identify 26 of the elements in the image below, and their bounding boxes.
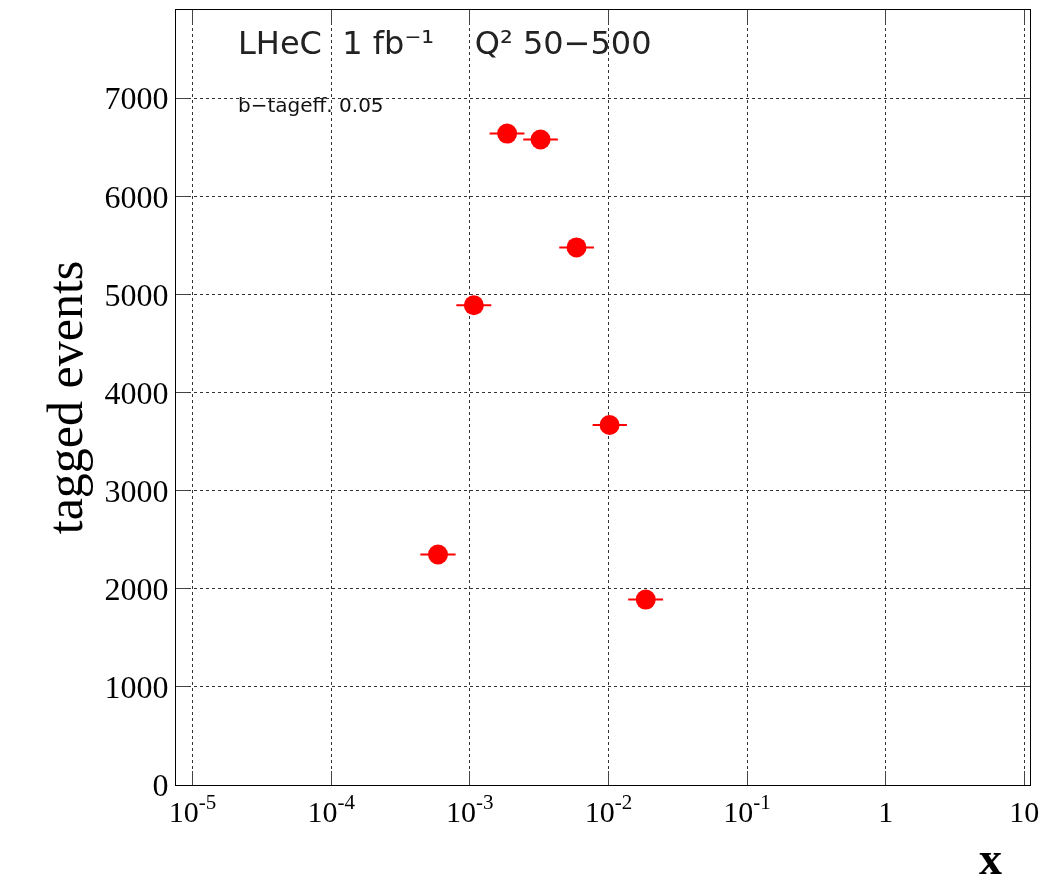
y-tick-label: 3000 — [104, 472, 169, 509]
y-tick-label: 2000 — [104, 571, 169, 607]
x-tick-label: 10$^{-3}$ — [446, 790, 494, 828]
x-tick-label: 10$^{-4}$ — [307, 790, 356, 828]
x-tick-label: 10 — [1009, 795, 1040, 828]
annotation: b−tageff. 0.05 — [238, 93, 384, 117]
point — [566, 237, 587, 258]
point — [599, 414, 620, 435]
point — [428, 544, 448, 565]
x-axis-title: x — [979, 833, 1002, 884]
y-tick-label: 5000 — [104, 276, 169, 313]
y-tick-label: 7000 — [104, 80, 169, 117]
x-tick-label: 10$^{-1}$ — [723, 790, 771, 828]
y-tick-label: 1000 — [104, 669, 169, 706]
point — [497, 123, 518, 144]
point — [530, 129, 551, 150]
y-tick-label: 0 — [152, 767, 169, 804]
point — [635, 589, 656, 610]
x-tick-label: 10$^{-5}$ — [168, 790, 217, 828]
x-tick-label: 10$^{-2}$ — [584, 790, 633, 828]
x-tick-label: 1 — [878, 795, 894, 828]
point — [463, 295, 484, 316]
y-tick-label: 4000 — [104, 374, 169, 411]
y-tick-label: 6000 — [104, 178, 169, 215]
text: LHeC 1 fb⁻¹ Q² 50−500 — [238, 24, 652, 62]
y-axis-title: tagged events — [36, 260, 93, 535]
